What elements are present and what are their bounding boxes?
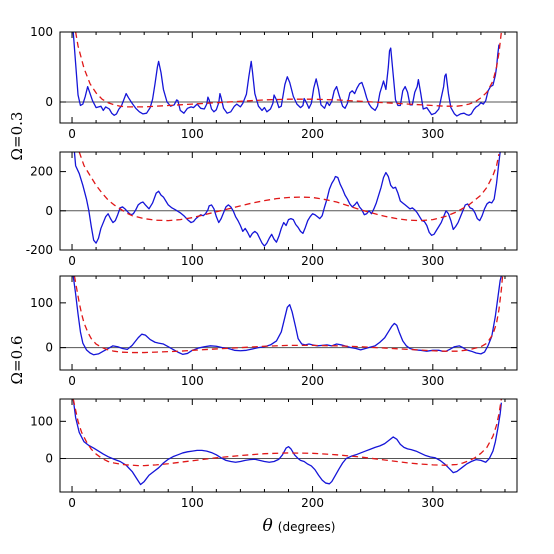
panel-frame <box>59 31 518 124</box>
x-tick-label: 100 <box>181 374 204 388</box>
series-dashed-line <box>78 152 500 222</box>
x-tick-label: 300 <box>421 374 444 388</box>
panel-frame <box>59 151 518 251</box>
y-tick-label: -200 <box>26 243 53 257</box>
x-tick-label: 0 <box>68 374 76 388</box>
x-tick-label: 0 <box>68 496 76 510</box>
series-dashed-line <box>72 399 503 467</box>
series-dashed-line <box>73 276 504 354</box>
panel-2: 0 100 200 300 -200 0 200 <box>26 151 518 268</box>
y-tick-label: 0 <box>45 95 53 109</box>
y-tick-label: 0 <box>45 204 53 218</box>
panel-3: 0 100 200 300 0 100 <box>30 275 518 388</box>
panel-1: 0 100 200 300 0 100 <box>30 25 518 141</box>
series-solid-line <box>72 399 503 486</box>
x-axis-label: θ (degrees) <box>263 516 336 536</box>
x-tick-label: 100 <box>181 127 204 141</box>
row-label-omega-03: Ω=0.3 <box>8 112 26 161</box>
x-tick-label: 200 <box>301 254 324 268</box>
y-tick-label: 200 <box>30 165 53 179</box>
panel-4: 0 100 200 300 0 100 <box>30 398 518 510</box>
x-axis-label-units: (degrees) <box>278 520 336 534</box>
series-solid-line <box>72 276 502 356</box>
x-tick-label: 100 <box>181 254 204 268</box>
x-tick-label: 100 <box>181 496 204 510</box>
x-tick-label: 0 <box>68 254 76 268</box>
x-tick-label: 200 <box>301 496 324 510</box>
y-tick-label: 0 <box>45 452 53 466</box>
x-tick-label: 200 <box>301 374 324 388</box>
x-axis-label-symbol: θ <box>263 516 273 536</box>
x-tick-label: 0 <box>68 127 76 141</box>
x-tick-label: 200 <box>301 127 324 141</box>
panels-group: 0 100 200 300 0 100 0 100 200 300 -200 0 200 0 100 200 3… <box>26 25 518 510</box>
y-tick-label: 100 <box>30 414 53 428</box>
series-dashed-line <box>74 32 503 108</box>
y-tick-label: 100 <box>30 296 53 310</box>
y-tick-label: 0 <box>45 341 53 355</box>
x-tick-label: 300 <box>421 127 444 141</box>
row-label-omega-06: Ω=0.6 <box>8 336 26 385</box>
x-tick-label: 300 <box>421 496 444 510</box>
panel-frame <box>59 275 518 371</box>
series-solid-line <box>72 32 500 117</box>
y-tick-label: 100 <box>30 25 53 39</box>
x-tick-label: 300 <box>421 254 444 268</box>
panel-frame <box>59 398 518 493</box>
series-solid-line <box>73 152 501 247</box>
